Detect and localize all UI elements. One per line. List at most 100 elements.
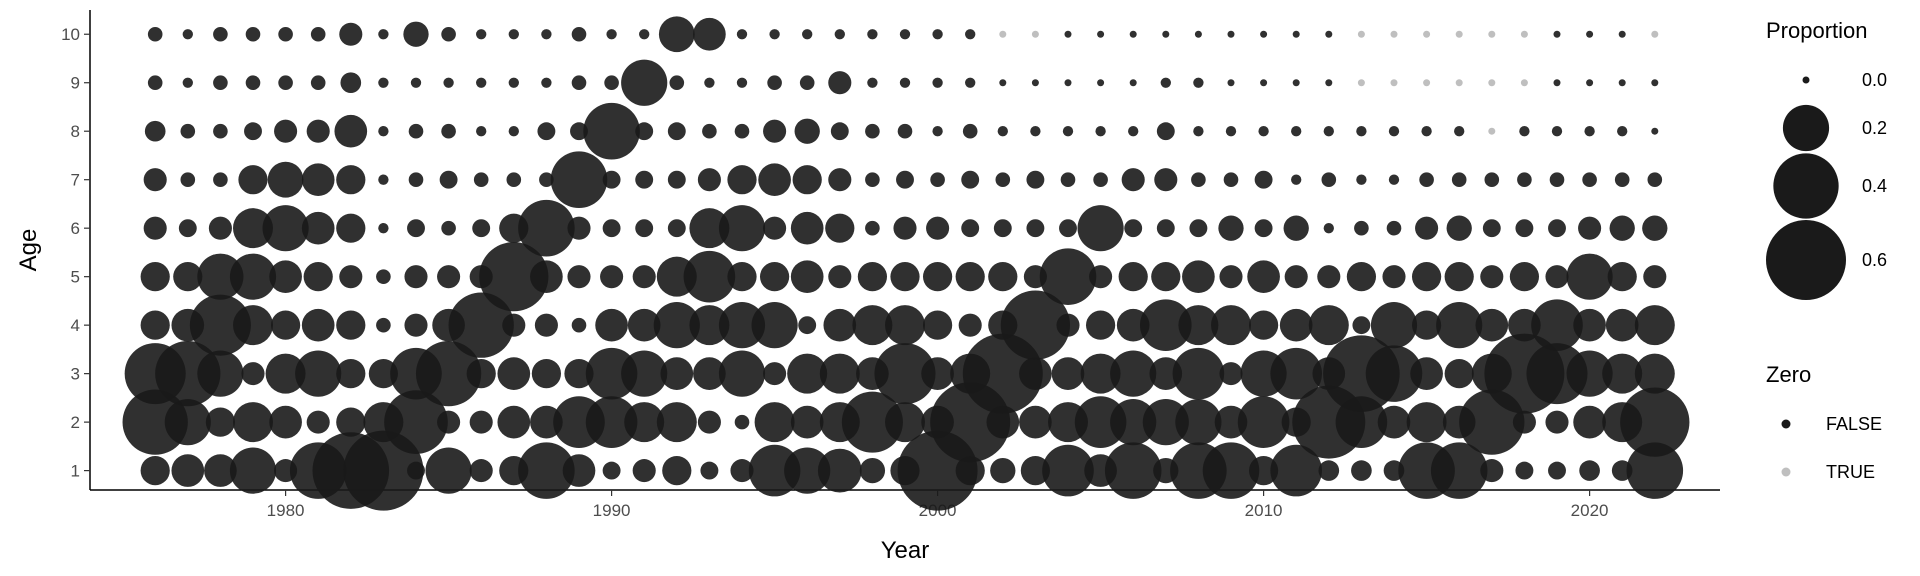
data-point <box>336 310 366 340</box>
data-point <box>1582 172 1597 187</box>
data-point <box>1651 30 1659 38</box>
data-point <box>437 265 461 289</box>
data-point <box>469 459 493 483</box>
data-point <box>702 123 717 139</box>
data-point <box>1553 79 1561 87</box>
data-point <box>990 457 1016 484</box>
data-point <box>955 456 985 486</box>
data-point <box>180 172 196 187</box>
data-point <box>1260 79 1268 87</box>
data-point <box>624 402 665 443</box>
data-point <box>384 390 448 454</box>
data-point <box>336 213 366 243</box>
data-point <box>534 313 558 337</box>
data-point <box>635 122 654 141</box>
data-point <box>1283 215 1309 241</box>
data-point <box>736 77 748 88</box>
data-point <box>1270 444 1323 497</box>
data-point <box>1444 262 1474 292</box>
data-point <box>1618 79 1626 87</box>
data-point <box>1634 305 1675 346</box>
data-point <box>564 359 594 389</box>
data-point <box>754 402 795 443</box>
data-point <box>734 123 750 139</box>
data-point <box>1411 310 1442 340</box>
data-point <box>1325 79 1333 87</box>
data-point <box>736 29 748 40</box>
data-point <box>1626 442 1684 499</box>
data-point <box>368 359 399 389</box>
x-axis-title: Year <box>881 537 930 564</box>
data-point <box>182 77 193 88</box>
data-point <box>852 305 893 346</box>
data-point <box>1323 223 1334 234</box>
data-point <box>867 29 878 40</box>
data-point <box>301 211 335 245</box>
data-point <box>1097 79 1105 87</box>
data-point <box>1415 216 1439 240</box>
data-point <box>229 447 277 494</box>
data-point <box>1517 172 1532 187</box>
data-point <box>639 29 650 40</box>
data-point <box>1219 265 1243 289</box>
data-point <box>1370 302 1418 349</box>
data-point <box>497 405 531 439</box>
data-point <box>751 302 798 349</box>
legend-size-label: 0.6 <box>1862 250 1887 270</box>
data-point <box>410 77 422 88</box>
data-point <box>147 26 163 42</box>
data-point <box>748 444 801 497</box>
data-point <box>310 26 326 42</box>
data-point <box>1139 299 1192 351</box>
data-point <box>1647 172 1663 187</box>
data-point <box>669 75 685 91</box>
data-point <box>1388 126 1400 137</box>
data-point <box>794 118 820 144</box>
data-point <box>441 26 456 42</box>
data-point <box>1085 310 1116 340</box>
y-tick-label: 7 <box>71 171 80 190</box>
data-point <box>697 168 721 192</box>
data-point <box>539 172 554 187</box>
data-point <box>999 30 1007 38</box>
data-point <box>502 313 526 337</box>
data-point <box>562 454 596 487</box>
data-point <box>922 310 953 340</box>
data-point <box>1175 399 1222 446</box>
data-point <box>769 29 780 40</box>
data-point <box>930 172 945 187</box>
x-tick-label: 1990 <box>593 501 631 520</box>
data-point <box>627 308 661 342</box>
data-point <box>1607 262 1637 292</box>
data-point <box>1104 442 1162 499</box>
data-point <box>213 172 228 187</box>
data-point <box>441 220 456 236</box>
data-point <box>1042 444 1094 497</box>
data-point <box>604 75 619 91</box>
data-point <box>1454 126 1465 137</box>
data-point <box>885 402 925 443</box>
data-point <box>958 313 982 337</box>
data-point <box>1620 387 1690 457</box>
data-point <box>1618 30 1626 38</box>
data-point <box>997 126 1008 137</box>
data-point <box>407 461 425 480</box>
data-point <box>1051 357 1085 390</box>
data-point <box>197 253 244 300</box>
data-point <box>1317 265 1341 289</box>
data-point <box>262 205 309 252</box>
legend-color-key <box>1781 467 1791 477</box>
data-point <box>874 343 936 405</box>
data-point <box>602 170 621 189</box>
data-point <box>476 126 487 137</box>
data-point <box>825 213 855 243</box>
data-point <box>310 75 326 91</box>
x-tick-label: 1980 <box>267 501 305 520</box>
data-point <box>241 362 265 386</box>
data-point <box>1356 126 1367 137</box>
data-point <box>244 122 262 141</box>
data-point <box>602 461 621 480</box>
data-point <box>817 448 862 493</box>
data-point <box>1520 79 1528 87</box>
data-point <box>897 123 913 139</box>
